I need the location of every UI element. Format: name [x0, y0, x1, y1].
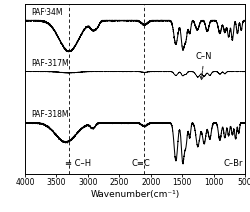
Text: PAFⁱ34M: PAFⁱ34M	[31, 8, 63, 17]
Text: PAF-317M: PAF-317M	[31, 59, 69, 68]
Text: PAF-318M: PAF-318M	[31, 110, 69, 119]
X-axis label: Wavenumber(cm⁻¹): Wavenumber(cm⁻¹)	[90, 190, 180, 199]
Text: C≡C: C≡C	[132, 159, 151, 167]
Text: ≡ C–H: ≡ C–H	[65, 159, 92, 167]
Text: C–Br: C–Br	[224, 159, 244, 167]
Text: C–N: C–N	[196, 52, 212, 80]
